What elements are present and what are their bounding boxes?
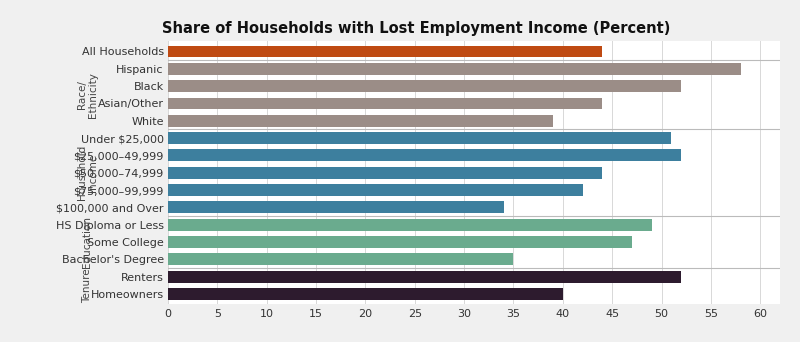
Bar (168, 184, 582, 196)
Bar (168, 132, 671, 144)
Bar (168, 115, 553, 127)
Bar (168, 236, 632, 248)
Bar (168, 80, 682, 92)
Bar (168, 219, 652, 231)
Bar (168, 271, 682, 282)
Text: Household
Income: Household Income (77, 145, 98, 200)
Text: Race/
Ethnicity: Race/ Ethnicity (77, 72, 98, 118)
Bar (168, 149, 682, 161)
Bar (168, 201, 504, 213)
Text: Share of Households with Lost Employment Income (Percent): Share of Households with Lost Employment… (162, 21, 670, 36)
Bar (168, 253, 514, 265)
Bar (168, 288, 563, 300)
Bar (168, 45, 602, 57)
Text: Tenure: Tenure (82, 268, 93, 303)
Bar (168, 97, 602, 109)
Bar (168, 63, 741, 75)
Text: Education: Education (82, 216, 93, 268)
Bar (168, 167, 602, 179)
